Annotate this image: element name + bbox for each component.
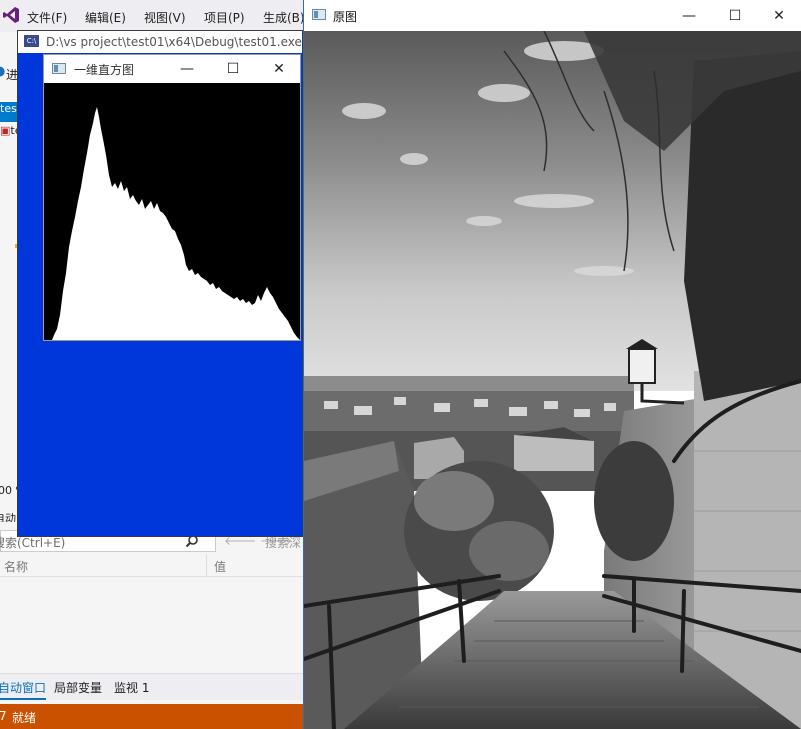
editor-tab-clipped[interactable]: test0 <box>0 102 18 122</box>
auto-window-clipped-label: 自动 <box>0 512 16 525</box>
menu-view[interactable]: 视图(V) <box>144 11 186 25</box>
tab-watch-1[interactable]: 监视 1 <box>114 681 150 695</box>
maximize-button[interactable]: ☐ <box>226 61 240 77</box>
maximize-button[interactable]: ☐ <box>728 7 742 24</box>
menu-project[interactable]: 项目(P) <box>204 11 245 25</box>
console-titlebar[interactable]: C:\ D:\vs project\test01\x64\Debug\test0… <box>18 31 302 53</box>
minimize-button[interactable]: — <box>180 61 194 77</box>
histogram-shape <box>44 107 300 340</box>
tab-autos[interactable]: 自动窗口 <box>0 679 47 700</box>
column-name[interactable]: 名称 <box>4 560 29 574</box>
visual-studio-logo-icon[interactable] <box>2 6 20 24</box>
search-nav-arrows-icon[interactable]: 🡐 🡒 <box>224 534 293 548</box>
debug-tab-strip: 自动窗口 局部变量 监视 1 <box>0 673 304 700</box>
original-image-window: 原图 — ☐ ✕ <box>303 0 801 729</box>
window-app-icon <box>312 9 326 20</box>
back-nav-icon[interactable]: ● <box>0 64 5 79</box>
original-title: 原图 <box>333 10 358 24</box>
grayscale-photo <box>304 31 801 729</box>
status-text: 就绪 <box>12 711 37 725</box>
status-icon: 7 <box>0 709 7 723</box>
histogram-title: 一维直方图 <box>74 63 135 77</box>
close-button[interactable]: ✕ <box>273 61 285 77</box>
toolbar-clip-text[interactable]: 进 <box>6 68 19 82</box>
solution-item-clipped[interactable]: ▣te <box>0 124 18 142</box>
original-titlebar[interactable]: 原图 — ☐ ✕ <box>304 0 801 31</box>
editor-tab-label: test0 <box>0 102 18 115</box>
column-value[interactable]: 值 <box>214 560 227 574</box>
console-app-icon: C:\ <box>24 35 39 47</box>
file-icon: ▣ <box>0 124 11 137</box>
status-bar: 7 就绪 <box>0 704 304 729</box>
histogram-titlebar[interactable]: 一维直方图 — ☐ ✕ <box>44 55 300 83</box>
histogram-image <box>44 83 300 340</box>
menu-build[interactable]: 生成(B) <box>263 11 305 25</box>
vs-left-strip: 进 ● test0 ▣te 00 % <box>0 32 26 522</box>
vs-menubar: 文件(F) 编辑(E) 视图(V) 项目(P) 生成(B) <box>0 0 305 32</box>
menu-edit[interactable]: 编辑(E) <box>85 11 126 25</box>
watch-column-header: 名称 值 <box>0 554 304 577</box>
window-app-icon <box>52 63 66 74</box>
tab-locals[interactable]: 局部变量 <box>54 681 103 695</box>
console-title: D:\vs project\test01\x64\Debug\test01.ex… <box>46 35 302 49</box>
menu-file[interactable]: 文件(F) <box>27 11 68 25</box>
column-divider[interactable] <box>206 554 207 576</box>
search-depth-label[interactable]: 搜索深 <box>265 536 302 550</box>
search-placeholder: 搜索(Ctrl+E) <box>0 536 66 550</box>
histogram-window: 一维直方图 — ☐ ✕ <box>43 54 301 341</box>
solution-item-label: te <box>10 124 18 137</box>
vs-debug-panel: 搜索(Ctrl+E) 🡐 🡒 搜索深 名称 值 自动窗口 局部变量 监视 1 <box>0 522 304 704</box>
minimize-button[interactable]: — <box>682 7 696 24</box>
close-button[interactable]: ✕ <box>773 7 785 24</box>
